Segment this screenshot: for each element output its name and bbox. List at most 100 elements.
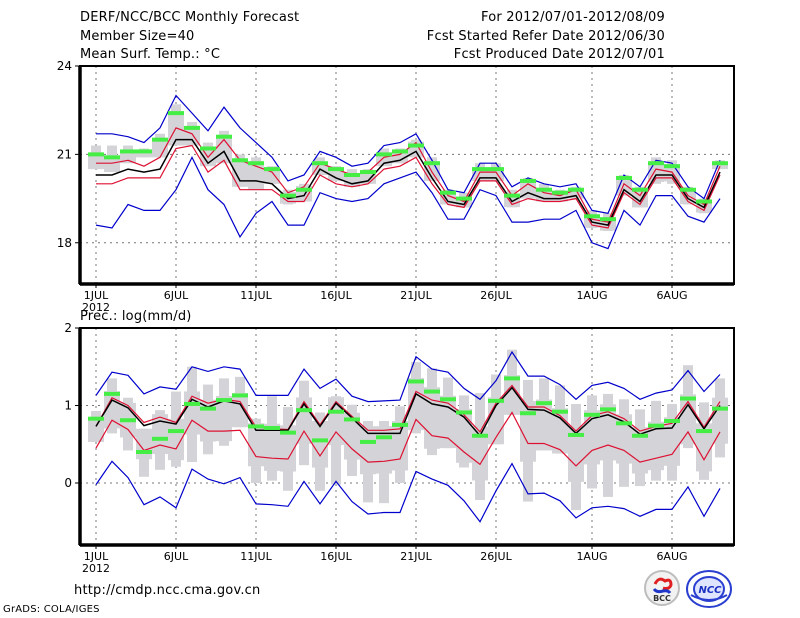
- median-marker: [120, 418, 136, 423]
- median-marker: [504, 193, 520, 198]
- interquartile-box: [200, 399, 216, 442]
- ncc-logo-text: NCC: [698, 585, 722, 596]
- top-variable-label: Mean Surf. Temp.: °C: [80, 47, 221, 62]
- median-marker: [440, 397, 456, 402]
- median-marker: [680, 396, 696, 401]
- median-marker: [504, 376, 520, 381]
- median-marker: [440, 190, 456, 195]
- median-marker: [536, 401, 552, 406]
- median-marker: [360, 439, 376, 444]
- interquartile-box: [152, 138, 168, 158]
- median-marker: [408, 143, 424, 148]
- median-marker: [360, 170, 376, 175]
- median-marker: [328, 167, 344, 172]
- interquartile-box: [264, 168, 280, 184]
- median-marker: [88, 416, 104, 421]
- bcc-logo: BCC: [643, 569, 681, 607]
- median-marker: [648, 161, 664, 166]
- median-marker: [200, 146, 216, 151]
- median-marker: [184, 125, 200, 130]
- interquartile-box: [152, 414, 168, 454]
- interquartile-box: [472, 426, 488, 481]
- median-marker: [584, 214, 600, 219]
- interquartile-box: [184, 126, 200, 146]
- x-tick-label: 11JUL: [240, 289, 272, 302]
- interquartile-box: [632, 427, 648, 474]
- x-tick-label: 16JUL: [320, 289, 352, 302]
- series-line-upper: [96, 127, 721, 223]
- x-tick-label: 26JUL: [480, 550, 512, 563]
- interquartile-box: [568, 189, 584, 199]
- interquartile-box: [616, 176, 632, 196]
- median-marker: [488, 398, 504, 403]
- median-marker: [136, 450, 152, 454]
- median-marker: [280, 430, 296, 435]
- interquartile-box: [520, 400, 536, 462]
- median-marker: [152, 436, 168, 441]
- interquartile-box: [104, 391, 120, 429]
- median-marker: [424, 389, 440, 394]
- y-tick-label: 2: [64, 321, 72, 335]
- median-marker: [712, 161, 728, 166]
- y-tick-label: 0: [64, 476, 72, 490]
- interquartile-box: [456, 197, 472, 208]
- interquartile-box: [264, 423, 280, 471]
- x-tick-label: 21JUL: [400, 289, 432, 302]
- median-marker: [648, 423, 664, 428]
- median-marker: [664, 164, 680, 169]
- interquartile-box: [712, 162, 728, 170]
- median-marker: [552, 190, 568, 195]
- interquartile-box: [280, 425, 296, 472]
- x-tick-sublabel: 2012: [82, 562, 110, 575]
- x-tick-label: 6AUG: [656, 550, 687, 563]
- median-marker: [680, 187, 696, 192]
- interquartile-box: [392, 150, 408, 164]
- x-tick-label: 1JUL: [84, 550, 109, 563]
- interquartile-box: [616, 414, 632, 464]
- median-marker: [376, 152, 392, 157]
- median-marker: [392, 422, 408, 427]
- x-tick-sublabel: 2012: [82, 301, 110, 314]
- interquartile-box: [664, 417, 680, 466]
- x-tick-label: 16JUL: [320, 550, 352, 563]
- series-line-mean: [96, 138, 721, 226]
- series-line-lower: [95, 411, 721, 467]
- median-marker: [104, 155, 120, 160]
- median-marker: [312, 438, 328, 443]
- y-tick-label: 21: [57, 147, 72, 161]
- x-tick-label: 6JUL: [164, 550, 189, 563]
- median-marker: [136, 149, 152, 154]
- interquartile-box: [216, 395, 232, 442]
- interquartile-box: [232, 158, 248, 187]
- median-marker: [520, 178, 536, 183]
- interquartile-box: [88, 153, 104, 170]
- median-marker: [296, 408, 312, 413]
- median-marker: [216, 134, 232, 139]
- x-tick-label: 6AUG: [656, 289, 687, 302]
- bcc-logo-text: BCC: [653, 594, 671, 603]
- median-marker: [712, 406, 728, 411]
- median-marker: [296, 187, 312, 192]
- interquartile-box: [120, 150, 136, 164]
- member-size-label: Member Size=40: [80, 29, 195, 44]
- series-line-min: [95, 460, 721, 523]
- source-url[interactable]: http://cmdp.ncc.cma.gov.cn: [74, 583, 261, 598]
- interquartile-box: [104, 155, 120, 173]
- median-marker: [552, 409, 568, 414]
- grads-credit: GrADS: COLA/IGES: [3, 604, 100, 615]
- series-line-max: [95, 350, 721, 403]
- median-marker: [600, 407, 616, 412]
- interquartile-box: [312, 420, 328, 468]
- x-tick-label: 1JUL: [84, 289, 109, 302]
- median-marker: [168, 111, 184, 116]
- interquartile-box: [248, 423, 264, 467]
- median-marker: [184, 401, 200, 406]
- median-marker: [408, 379, 424, 384]
- median-marker: [632, 433, 648, 438]
- median-marker: [456, 410, 472, 415]
- interquartile-box: [488, 397, 504, 445]
- interquartile-box: [584, 410, 600, 465]
- interquartile-box: [408, 377, 424, 431]
- median-marker: [104, 391, 120, 396]
